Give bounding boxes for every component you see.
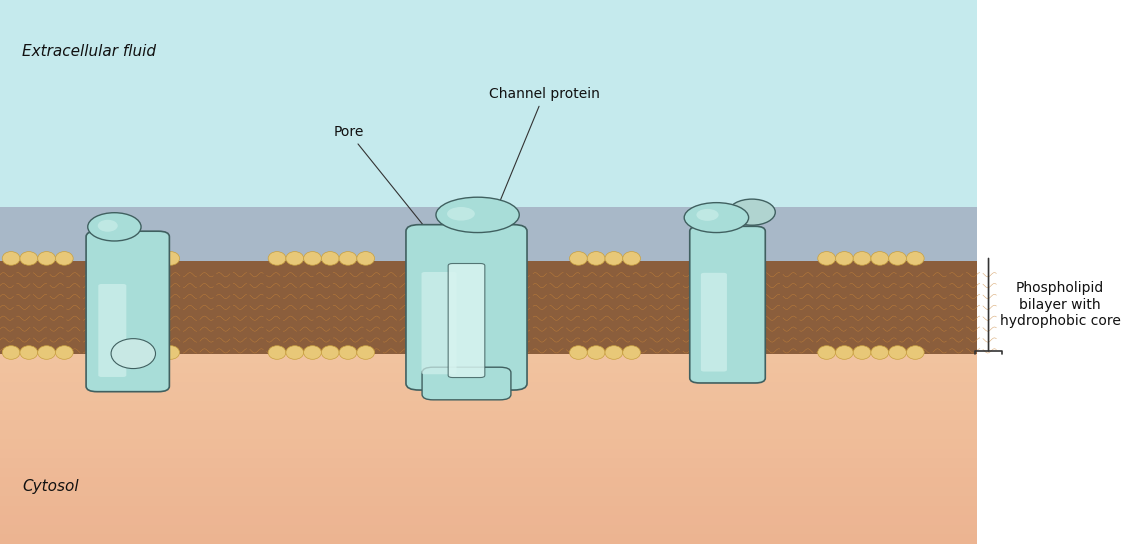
FancyBboxPatch shape xyxy=(448,263,485,378)
Ellipse shape xyxy=(162,346,179,360)
Polygon shape xyxy=(0,478,977,487)
Ellipse shape xyxy=(435,197,519,233)
Ellipse shape xyxy=(817,251,836,265)
Ellipse shape xyxy=(357,346,375,360)
Ellipse shape xyxy=(871,346,889,360)
Ellipse shape xyxy=(588,251,605,265)
Ellipse shape xyxy=(623,251,640,265)
Ellipse shape xyxy=(38,251,56,265)
Ellipse shape xyxy=(162,251,179,265)
Ellipse shape xyxy=(906,251,925,265)
Ellipse shape xyxy=(853,346,871,360)
Ellipse shape xyxy=(836,346,853,360)
Polygon shape xyxy=(0,534,977,544)
FancyBboxPatch shape xyxy=(406,225,527,390)
Ellipse shape xyxy=(605,346,623,360)
Ellipse shape xyxy=(19,251,38,265)
Polygon shape xyxy=(0,420,977,430)
FancyBboxPatch shape xyxy=(86,231,169,392)
Ellipse shape xyxy=(286,346,304,360)
Text: Phospholipid
bilayer with
hydrophobic core: Phospholipid bilayer with hydrophobic co… xyxy=(1000,281,1120,328)
Polygon shape xyxy=(0,468,977,478)
Ellipse shape xyxy=(357,251,375,265)
Ellipse shape xyxy=(19,346,38,360)
Ellipse shape xyxy=(269,251,286,265)
Ellipse shape xyxy=(685,203,749,233)
Ellipse shape xyxy=(2,251,19,265)
Ellipse shape xyxy=(2,346,19,360)
Polygon shape xyxy=(0,496,977,506)
Polygon shape xyxy=(0,354,977,544)
Polygon shape xyxy=(0,506,977,516)
Polygon shape xyxy=(0,207,977,261)
Polygon shape xyxy=(0,449,977,458)
Text: Pore: Pore xyxy=(334,125,459,270)
Ellipse shape xyxy=(88,213,141,241)
Ellipse shape xyxy=(817,346,836,360)
Polygon shape xyxy=(0,392,977,401)
Ellipse shape xyxy=(304,251,321,265)
Ellipse shape xyxy=(871,251,889,265)
Ellipse shape xyxy=(286,251,304,265)
Polygon shape xyxy=(0,525,977,534)
Ellipse shape xyxy=(55,251,73,265)
Ellipse shape xyxy=(623,346,640,360)
Polygon shape xyxy=(0,0,977,207)
Polygon shape xyxy=(0,382,977,392)
Ellipse shape xyxy=(98,220,118,232)
FancyBboxPatch shape xyxy=(98,284,127,377)
Ellipse shape xyxy=(696,209,719,221)
Ellipse shape xyxy=(836,251,853,265)
Ellipse shape xyxy=(605,251,623,265)
FancyBboxPatch shape xyxy=(422,367,511,400)
Polygon shape xyxy=(0,401,977,411)
FancyBboxPatch shape xyxy=(701,273,727,372)
Polygon shape xyxy=(0,458,977,468)
Ellipse shape xyxy=(111,338,155,369)
Ellipse shape xyxy=(728,199,775,225)
Polygon shape xyxy=(0,487,977,496)
Polygon shape xyxy=(0,411,977,420)
Ellipse shape xyxy=(888,346,906,360)
Ellipse shape xyxy=(321,251,339,265)
Ellipse shape xyxy=(304,346,321,360)
FancyBboxPatch shape xyxy=(422,272,456,374)
Ellipse shape xyxy=(269,346,286,360)
Ellipse shape xyxy=(463,346,481,360)
Ellipse shape xyxy=(55,346,73,360)
Ellipse shape xyxy=(339,346,357,360)
Ellipse shape xyxy=(38,346,56,360)
Ellipse shape xyxy=(853,251,871,265)
Text: Cytosol: Cytosol xyxy=(22,479,79,494)
Polygon shape xyxy=(0,516,977,525)
Ellipse shape xyxy=(569,251,588,265)
Ellipse shape xyxy=(463,251,481,265)
Ellipse shape xyxy=(906,346,925,360)
Ellipse shape xyxy=(888,251,906,265)
Text: Channel protein: Channel protein xyxy=(489,87,600,226)
Polygon shape xyxy=(0,430,977,440)
Polygon shape xyxy=(0,440,977,449)
Polygon shape xyxy=(0,261,977,354)
FancyBboxPatch shape xyxy=(689,226,766,383)
Ellipse shape xyxy=(569,346,588,360)
Ellipse shape xyxy=(447,207,474,221)
Ellipse shape xyxy=(588,346,605,360)
Ellipse shape xyxy=(339,251,357,265)
Ellipse shape xyxy=(321,346,339,360)
Text: Extracellular fluid: Extracellular fluid xyxy=(22,44,157,59)
